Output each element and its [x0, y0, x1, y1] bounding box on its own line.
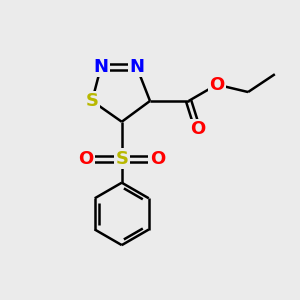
Text: S: S — [85, 92, 98, 110]
Text: O: O — [79, 150, 94, 168]
Text: N: N — [129, 58, 144, 76]
Text: N: N — [94, 58, 109, 76]
Text: O: O — [190, 120, 205, 138]
Text: S: S — [115, 150, 128, 168]
Text: O: O — [150, 150, 165, 168]
Text: O: O — [209, 76, 224, 94]
